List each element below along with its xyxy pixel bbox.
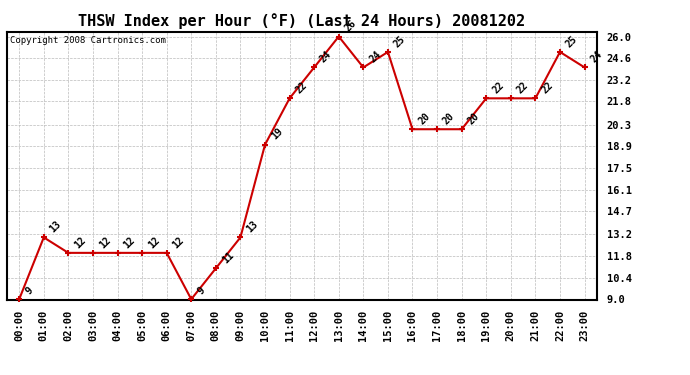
- Text: 22: 22: [515, 80, 531, 96]
- Text: 19: 19: [269, 126, 284, 142]
- Text: 12: 12: [97, 235, 112, 250]
- Text: 22: 22: [491, 80, 506, 96]
- Text: 20: 20: [466, 111, 481, 126]
- Text: 25: 25: [392, 34, 408, 49]
- Text: 13: 13: [48, 219, 63, 235]
- Text: 22: 22: [540, 80, 555, 96]
- Text: 26: 26: [343, 18, 358, 34]
- Text: 20: 20: [417, 111, 432, 126]
- Text: 9: 9: [195, 285, 206, 297]
- Text: 12: 12: [72, 235, 88, 250]
- Text: 9: 9: [23, 285, 34, 297]
- Text: 22: 22: [294, 80, 309, 96]
- Text: 12: 12: [121, 235, 137, 250]
- Text: 24: 24: [368, 49, 383, 64]
- Text: 12: 12: [171, 235, 186, 250]
- Text: 24: 24: [589, 49, 604, 64]
- Text: 13: 13: [244, 219, 260, 235]
- Text: 25: 25: [564, 34, 580, 49]
- Text: 11: 11: [220, 250, 235, 266]
- Text: Copyright 2008 Cartronics.com: Copyright 2008 Cartronics.com: [10, 36, 166, 45]
- Text: 20: 20: [441, 111, 457, 126]
- Title: THSW Index per Hour (°F) (Last 24 Hours) 20081202: THSW Index per Hour (°F) (Last 24 Hours)…: [78, 13, 526, 29]
- Text: 24: 24: [318, 49, 334, 64]
- Text: 12: 12: [146, 235, 161, 250]
